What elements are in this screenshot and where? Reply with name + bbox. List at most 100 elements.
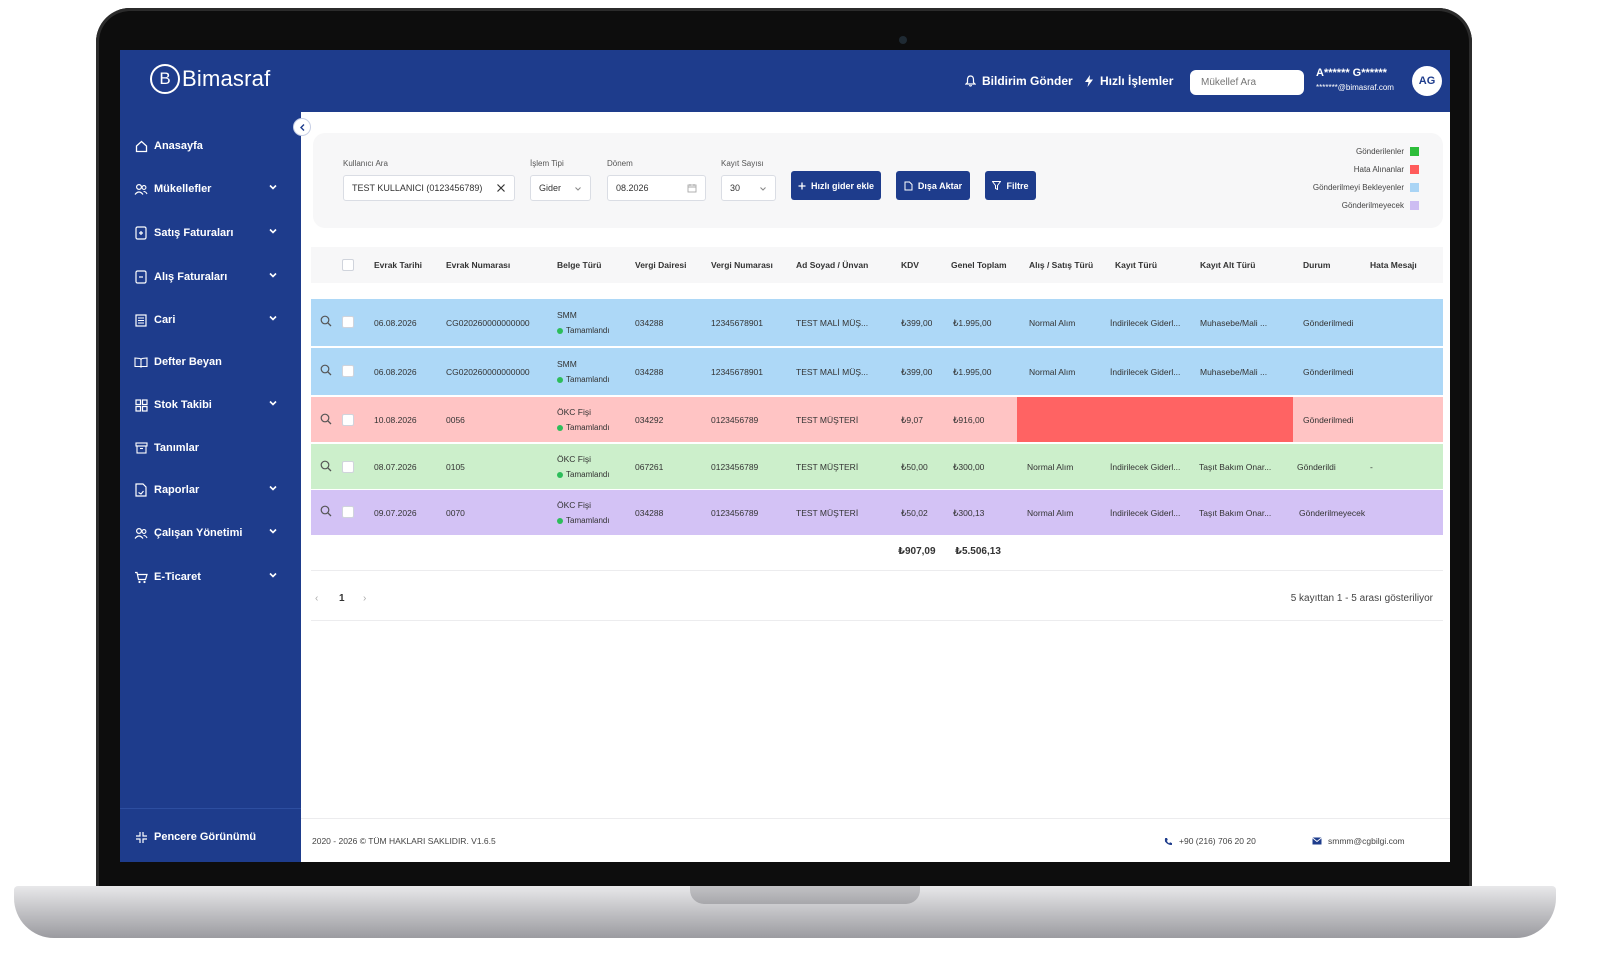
cell-tax-no: 12345678901 (711, 367, 764, 377)
sidebar-item-label: Raporlar (154, 484, 200, 496)
invoice-in-icon (134, 270, 148, 284)
sidebar-item-alis-faturalari[interactable]: Alış Faturaları (134, 266, 279, 288)
table-row[interactable]: 06.08.2026 CG020260000000000 SMM Tamamla… (311, 299, 1443, 346)
sidebar-collapse-button[interactable] (293, 118, 311, 136)
col-durum[interactable]: Durum (1303, 260, 1331, 270)
col-ad-soyad[interactable]: Ad Soyad / Ünvan (796, 260, 869, 270)
cell-number: 0056 (446, 415, 465, 425)
sidebar-item-anasayfa[interactable]: Anasayfa (134, 135, 279, 157)
collapse-arrows-icon (134, 830, 148, 844)
cell-total: ₺916,00 (953, 415, 985, 425)
legend-label: Hata Alınanlar (1353, 165, 1404, 174)
status-dot-icon (557, 424, 563, 431)
col-vergi-dairesi[interactable]: Vergi Dairesi (635, 260, 687, 270)
team-icon (134, 526, 148, 540)
sidebar-item-cari[interactable]: Cari (134, 309, 279, 331)
row-checkbox[interactable] (342, 506, 354, 518)
sidebar-item-satis-faturalari[interactable]: Satış Faturaları (134, 222, 279, 244)
quick-add-expense-button[interactable]: Hızlı gider ekle (791, 171, 881, 200)
search-icon[interactable] (320, 315, 332, 327)
table-row[interactable]: 10.08.2026 0056 ÖKC Fişi Tamamlandı 0342… (311, 397, 1443, 442)
cell-record-type: İndirilecek Giderl... (1110, 318, 1181, 328)
sidebar-item-raporlar[interactable]: Raporlar (134, 479, 279, 501)
filter-button[interactable]: Filtre (985, 171, 1036, 200)
clear-icon[interactable] (496, 183, 506, 193)
cell-tax-office: 034288 (635, 367, 664, 377)
sidebar-item-tanimlar[interactable]: Tanımlar (134, 437, 279, 459)
chevron-down-icon (269, 485, 277, 491)
camera (899, 36, 907, 44)
row-checkbox[interactable] (342, 365, 354, 377)
brand-logo[interactable]: B Bimasraf (150, 64, 270, 94)
sidebar-item-mukellefler[interactable]: Mükellefler (134, 178, 279, 200)
sidebar-item-e-ticaret[interactable]: E-Ticaret (134, 566, 279, 588)
col-evrak-tarihi[interactable]: Evrak Tarihi (374, 260, 423, 270)
col-alis-satis-turu[interactable]: Alış / Satış Türü (1029, 260, 1094, 270)
count-value: 30 (730, 183, 741, 193)
filter-icon (992, 181, 1002, 190)
search-icon[interactable] (320, 505, 332, 517)
col-evrak-numarasi[interactable]: Evrak Numarası (446, 260, 511, 270)
doc-status-label: Tamamlandı (566, 326, 610, 335)
home-icon (134, 139, 148, 153)
table-row[interactable]: 09.07.2026 0070 ÖKC Fişi Tamamlandı 0342… (311, 490, 1443, 535)
table-row[interactable]: 06.08.2026 CG020260000000000 SMM Tamamla… (311, 348, 1443, 395)
period-field[interactable]: 08.2026 (607, 175, 706, 201)
doc-status: Tamamlandı (557, 375, 610, 384)
cell-name: TEST MALİ MÜŞ... (796, 367, 869, 377)
sidebar: Anasayfa Mükellefler Satış Faturaları Al… (120, 112, 301, 862)
status-dot-icon (557, 517, 563, 524)
type-select[interactable]: Gider (530, 175, 591, 201)
next-page-button[interactable]: › (363, 593, 367, 604)
cell-kdv: ₺399,00 (901, 367, 933, 377)
table-row[interactable]: 08.07.2026 0105 ÖKC Fişi Tamamlandı 0672… (311, 444, 1443, 489)
window-view-button[interactable]: Pencere Görünümü (134, 826, 279, 848)
type-label: İşlem Tipi (530, 159, 564, 168)
user-search-field[interactable]: TEST KULLANICI (0123456789) (343, 175, 515, 201)
sidebar-item-stok-takibi[interactable]: Stok Takibi (134, 394, 279, 416)
row-checkbox[interactable] (342, 461, 354, 473)
col-kayit-turu[interactable]: Kayıt Türü (1115, 260, 1158, 270)
cell-tax-no: 0123456789 (711, 508, 759, 518)
contact-phone[interactable]: +90 (216) 706 20 20 (1164, 836, 1256, 846)
page-number[interactable]: 1 (339, 593, 345, 604)
col-vergi-numarasi[interactable]: Vergi Numarası (711, 260, 773, 270)
cell-status: Gönderilmedi (1303, 318, 1354, 328)
select-all-checkbox[interactable] (342, 259, 354, 271)
search-icon[interactable] (320, 460, 332, 472)
quick-ops-button[interactable]: Hızlı İşlemler (1084, 74, 1173, 88)
count-select[interactable]: 30 (721, 175, 776, 201)
search-icon[interactable] (320, 413, 332, 425)
sidebar-item-defter-beyan[interactable]: Defter Beyan (134, 351, 279, 373)
sidebar-item-calisan-yonetimi[interactable]: Çalışan Yönetimi (134, 522, 279, 544)
col-belge-turu[interactable]: Belge Türü (557, 260, 602, 270)
doc-status: Tamamlandı (557, 326, 610, 335)
export-button[interactable]: Dışa Aktar (896, 171, 970, 200)
row-checkbox[interactable] (342, 414, 354, 426)
search-icon[interactable] (320, 364, 332, 376)
sidebar-item-label: Anasayfa (154, 140, 203, 152)
chevron-down-icon (269, 400, 277, 406)
taxpayer-search-input[interactable] (1190, 70, 1304, 95)
error-highlight (1017, 397, 1293, 442)
legend-swatch (1410, 183, 1419, 192)
col-hata-mesaji[interactable]: Hata Mesajı (1370, 260, 1417, 270)
doc-status-label: Tamamlandı (566, 423, 610, 432)
type-value: Gider (539, 183, 562, 193)
row-checkbox[interactable] (342, 316, 354, 328)
notify-button[interactable]: Bildirim Gönder (965, 74, 1073, 88)
legend-swatch (1410, 147, 1419, 156)
col-genel-toplam[interactable]: Genel Toplam (951, 260, 1007, 270)
cell-tax-no: 0123456789 (711, 415, 759, 425)
cell-total: ₺300,13 (953, 508, 985, 518)
avatar[interactable]: AG (1412, 66, 1442, 96)
col-kayit-alt-turu[interactable]: Kayıt Alt Türü (1200, 260, 1256, 270)
doc-status: Tamamlandı (557, 516, 610, 525)
cell-record-type: İndirilecek Giderl... (1110, 508, 1181, 518)
email-address: smmm@cgbilgi.com (1328, 836, 1405, 846)
col-kdv[interactable]: KDV (901, 260, 919, 270)
cell-sub-type: Muhasebe/Mali ... (1200, 367, 1268, 377)
prev-page-button[interactable]: ‹ (315, 593, 319, 604)
contact-email[interactable]: smmm@cgbilgi.com (1312, 836, 1405, 846)
user-info[interactable]: A****** G****** *******@bimasraf.com (1316, 67, 1394, 92)
